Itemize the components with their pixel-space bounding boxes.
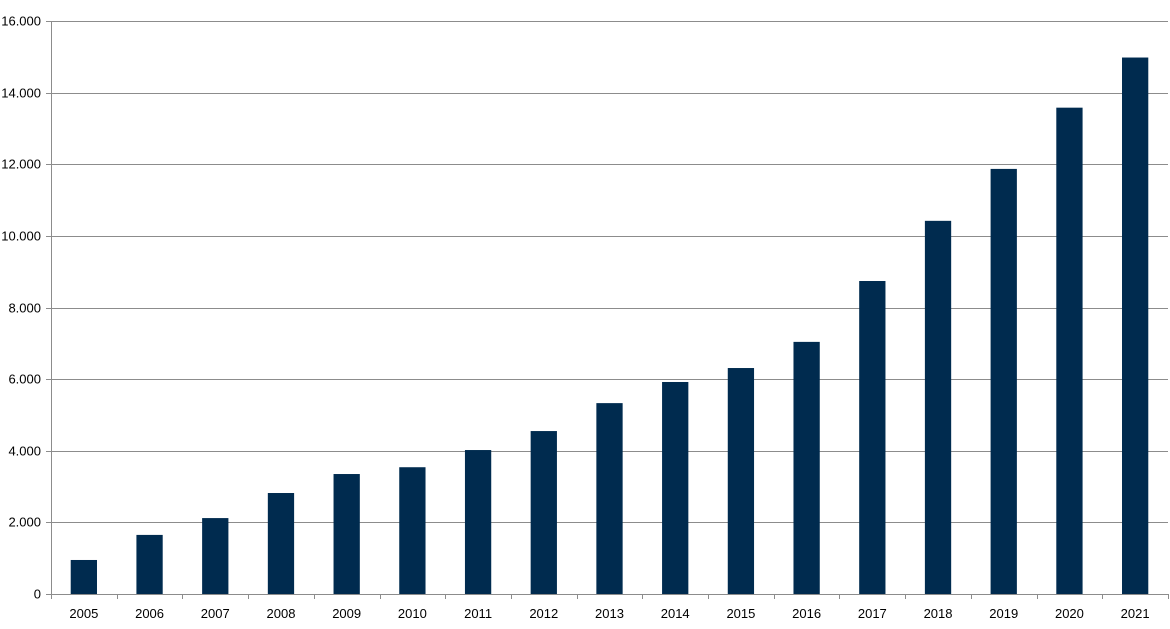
gridlines: [51, 21, 1168, 523]
y-tick-label: 6.000: [8, 372, 41, 387]
bar-2011: [464, 450, 492, 594]
x-tick-label: 2021: [1121, 606, 1150, 621]
x-tick-label: 2009: [332, 606, 361, 621]
bar-2007: [202, 518, 229, 594]
x-tick-label: 2010: [398, 606, 427, 621]
bar-2010: [399, 467, 426, 594]
y-axis-tick-labels: 0 2.000 4.000 6.000 8.000 10.000 12.000 14.000 1…: [1, 14, 41, 602]
bar-2005: [70, 559, 97, 594]
y-tick-label: 12.000: [1, 157, 41, 172]
bar-2012: [530, 431, 557, 594]
x-tick-label: 2015: [726, 606, 755, 621]
bar-2015: [727, 368, 755, 594]
x-tick-label: 2018: [924, 606, 953, 621]
x-tick-label: 2019: [989, 606, 1018, 621]
bars: [70, 57, 1149, 595]
y-tick-label: 14.000: [1, 86, 41, 101]
x-tick-label: 2017: [858, 606, 887, 621]
y-tick-label: 8.000: [8, 301, 41, 316]
x-tick-label: 2007: [201, 606, 230, 621]
y-tick-label: 0: [34, 587, 41, 602]
bar-2016: [793, 341, 820, 594]
x-tick-label: 2011: [464, 606, 492, 621]
y-tick-label: 10.000: [1, 229, 41, 244]
bar-2018: [924, 220, 952, 595]
bar-2021: [1122, 57, 1149, 595]
bar-2020: [1056, 107, 1083, 594]
bar-2014: [662, 381, 689, 594]
x-tick-label: 2020: [1055, 606, 1084, 621]
bar-2013: [596, 403, 623, 594]
y-tick-label: 4.000: [8, 444, 41, 459]
y-tick-label: 16.000: [1, 14, 41, 29]
bar-2008: [267, 493, 295, 594]
bar-2009: [333, 474, 360, 594]
bar-2017: [859, 280, 886, 594]
x-tick-label: 2016: [792, 606, 821, 621]
y-tick-label: 2.000: [8, 515, 41, 530]
x-tick-label: 2012: [529, 606, 558, 621]
x-axis-tick-labels: 2005 2006 2007 2008 2009 2010 2011 2012 2013 2014…: [69, 606, 1149, 621]
x-tick-label: 2013: [595, 606, 624, 621]
bar-2019: [990, 168, 1017, 594]
bar-2006: [136, 534, 163, 594]
x-tick-label: 2005: [69, 606, 98, 621]
x-tick-label: 2008: [267, 606, 296, 621]
x-tick-label: 2014: [661, 606, 690, 621]
x-tick-label: 2006: [135, 606, 164, 621]
axes: [46, 21, 1169, 599]
